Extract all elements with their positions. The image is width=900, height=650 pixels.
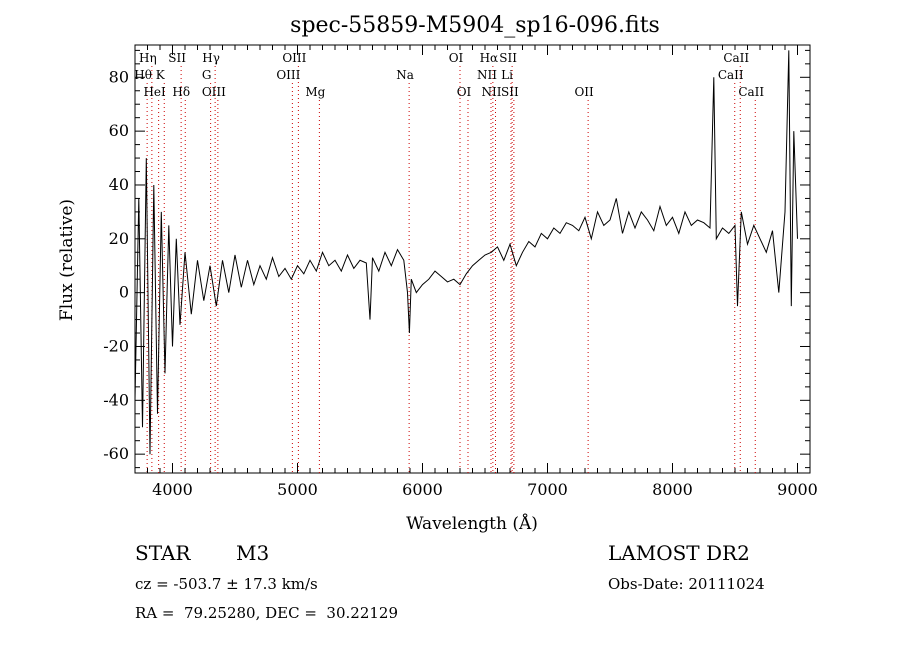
spectral-line-label: OII	[574, 85, 594, 99]
y-tick-label: -60	[103, 444, 129, 463]
spectral-line-label: Na	[396, 68, 414, 82]
spectral-line-labels: HηHθHeIKSIIHδHγGOIIIOIIIOIIIMgNaOIOIHαNI…	[134, 51, 764, 99]
spectral-line-label: SII	[499, 51, 517, 65]
y-tick-label: -40	[103, 390, 129, 409]
spectral-line-label: OIII	[282, 51, 306, 65]
survey-name: LAMOST DR2	[608, 541, 750, 565]
spectral-line-label: Hα	[480, 51, 499, 65]
spectral-line-markers	[146, 66, 756, 473]
spectral-line-label: HeI	[143, 85, 166, 99]
spectral-line-label: Hγ	[202, 51, 220, 65]
spectral-line-label: SII	[168, 51, 186, 65]
spectral-line-label: SII	[501, 85, 519, 99]
spectral-line-label: Mg	[305, 85, 325, 99]
observation-date: Obs-Date: 20111024	[608, 575, 765, 593]
spectral-line-label: G	[202, 68, 212, 82]
spectral-line-label: Li	[501, 68, 513, 82]
spectral-line-label: CaII	[723, 51, 749, 65]
spectral-line-label: Hθ	[134, 68, 152, 82]
spectral-line-label: CaII	[718, 68, 744, 82]
spectral-line-label: Hδ	[172, 85, 190, 99]
y-tick-label: 80	[109, 67, 129, 86]
x-tick-label: 6000	[402, 480, 443, 499]
object-subclass: M3	[236, 541, 270, 565]
spectral-line-label: CaII	[738, 85, 764, 99]
chart-title: spec-55859-M5904_sp16-096.fits	[290, 13, 660, 38]
x-axis-label: Wavelength (Å)	[406, 513, 538, 534]
y-tick-label: -20	[103, 336, 129, 355]
spectral-line-label: NII	[482, 85, 502, 99]
spectrum-series-line	[134, 50, 798, 455]
spectral-line-label: OI	[457, 85, 472, 99]
x-tick-label: 7000	[527, 480, 568, 499]
sky-coordinates: RA = 79.25280, DEC = 30.22129	[135, 604, 399, 622]
spectral-line-label: OIII	[276, 68, 300, 82]
x-tick-label: 5000	[277, 480, 318, 499]
x-tick-label: 9000	[777, 480, 818, 499]
spectral-line-label: NII	[477, 68, 497, 82]
y-tick-label: 60	[109, 121, 129, 140]
y-axis-label: Flux (relative)	[57, 199, 77, 321]
spectral-line-label: OI	[449, 51, 464, 65]
spectral-line-label: K	[156, 68, 166, 82]
x-tick-label: 4000	[152, 480, 193, 499]
y-tick-label: 20	[109, 229, 129, 248]
y-tick-label: 40	[109, 175, 129, 194]
spectral-line-label: OIII	[202, 85, 226, 99]
spectral-line-label: Hη	[139, 51, 157, 65]
y-tick-label: 0	[119, 283, 129, 302]
redshift-velocity: cz = -503.7 ± 17.3 km/s	[135, 575, 318, 593]
y-axis-ticks: -60 -40 -20 0 20 40 60 80	[103, 49, 810, 469]
x-tick-label: 8000	[652, 480, 693, 499]
x-axis-ticks: 4000 5000 6000 7000 8000 9000	[134, 45, 818, 499]
object-class: STAR	[135, 541, 191, 565]
